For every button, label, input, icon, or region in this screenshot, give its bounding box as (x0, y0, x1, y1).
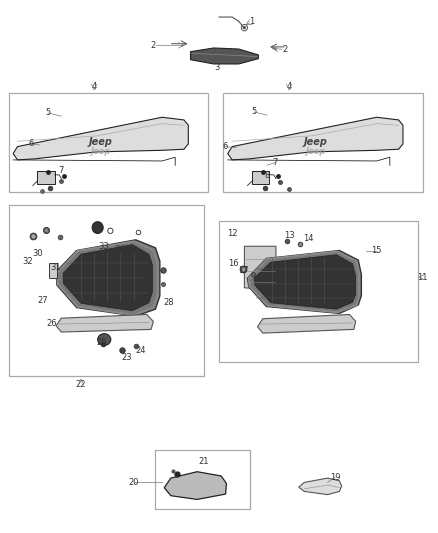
Text: 5: 5 (46, 109, 51, 117)
Polygon shape (247, 251, 361, 313)
Text: 1: 1 (249, 17, 254, 26)
Text: 18: 18 (299, 294, 310, 303)
Text: 27: 27 (38, 296, 48, 304)
Text: 24: 24 (135, 346, 145, 355)
Text: 3: 3 (214, 63, 219, 72)
Polygon shape (56, 240, 160, 316)
Text: Jeep: Jeep (304, 137, 327, 147)
Text: 33: 33 (99, 243, 109, 251)
Text: 20: 20 (128, 478, 139, 487)
Text: 21: 21 (198, 457, 209, 465)
Text: 15: 15 (371, 246, 382, 255)
Bar (9, 205, 204, 376)
Text: Jeep: Jeep (91, 148, 111, 156)
Text: 6: 6 (222, 142, 227, 151)
Text: 26: 26 (46, 319, 57, 328)
Bar (223, 93, 423, 192)
Text: 30: 30 (33, 249, 43, 257)
Bar (9, 93, 208, 192)
Text: 4: 4 (92, 82, 97, 91)
Text: Jeep: Jeep (305, 148, 325, 156)
Polygon shape (244, 246, 276, 289)
Text: 17: 17 (238, 266, 248, 275)
Polygon shape (191, 48, 258, 64)
Text: 12: 12 (227, 229, 237, 238)
Ellipse shape (108, 228, 113, 233)
Text: 7: 7 (59, 166, 64, 175)
Polygon shape (13, 117, 188, 160)
Text: 25: 25 (96, 338, 107, 346)
Polygon shape (258, 314, 356, 333)
Text: 28: 28 (163, 298, 174, 307)
Ellipse shape (243, 27, 246, 29)
Text: 8: 8 (265, 172, 270, 180)
Text: 5: 5 (251, 108, 257, 116)
Ellipse shape (98, 334, 111, 345)
Bar (252, 171, 269, 184)
Text: 32: 32 (22, 257, 32, 265)
Polygon shape (228, 117, 403, 160)
Bar (219, 221, 418, 362)
Text: 6: 6 (28, 140, 33, 148)
Text: 34: 34 (114, 245, 124, 254)
Polygon shape (56, 314, 153, 332)
Polygon shape (63, 245, 152, 311)
Text: 4: 4 (286, 82, 292, 91)
Text: 14: 14 (304, 234, 314, 243)
Polygon shape (254, 255, 356, 309)
Text: 2: 2 (151, 41, 156, 50)
Ellipse shape (241, 25, 247, 31)
Text: 16: 16 (228, 260, 239, 268)
Text: 23: 23 (122, 353, 132, 361)
Text: Jeep: Jeep (89, 137, 113, 147)
Text: 11: 11 (417, 273, 428, 281)
Text: 13: 13 (284, 231, 294, 240)
Bar (49, 263, 57, 278)
Bar (155, 450, 250, 509)
Polygon shape (164, 472, 226, 499)
Text: 2: 2 (282, 45, 287, 54)
Text: 29: 29 (139, 274, 150, 282)
Text: 31: 31 (51, 263, 61, 272)
Text: 22: 22 (76, 381, 86, 389)
Ellipse shape (92, 222, 103, 233)
Bar (37, 171, 55, 184)
Polygon shape (299, 478, 342, 495)
Text: 7: 7 (272, 158, 278, 167)
Text: 19: 19 (330, 473, 340, 481)
